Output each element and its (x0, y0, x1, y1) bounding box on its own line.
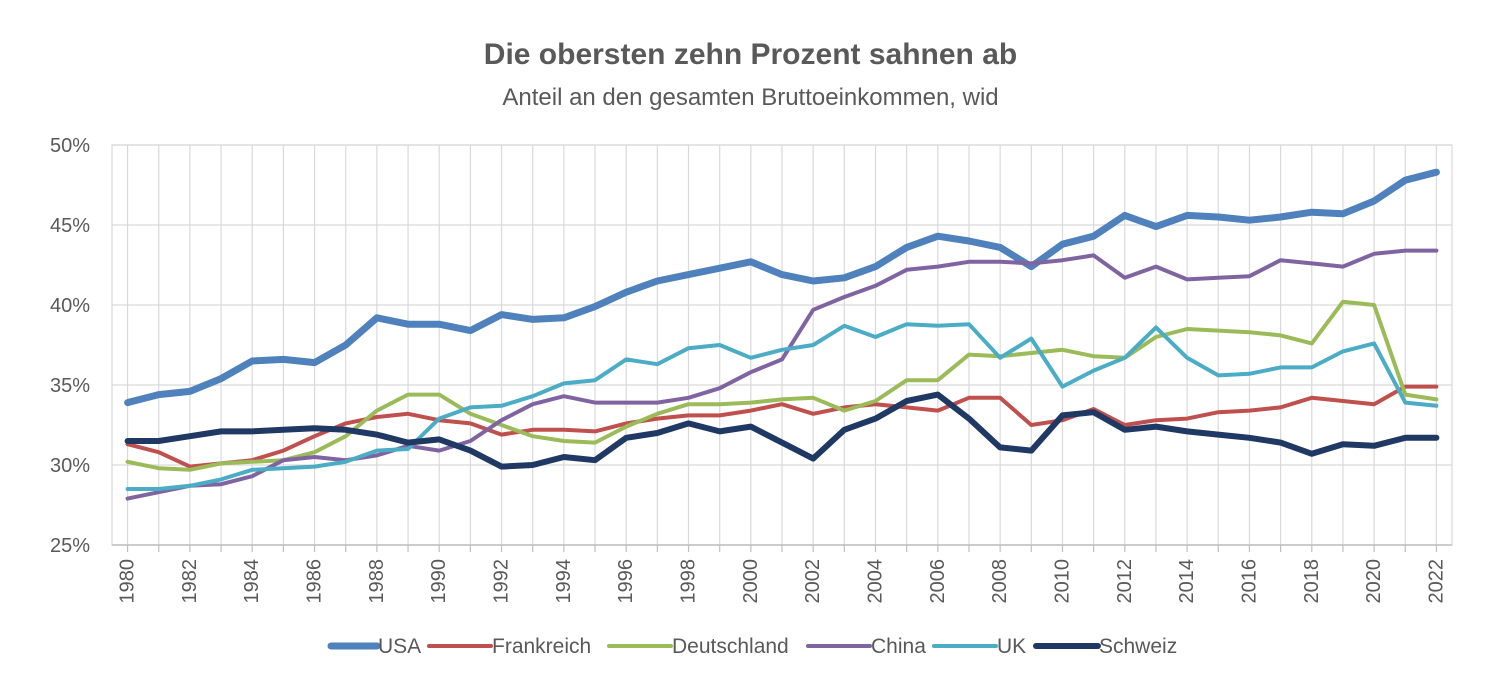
y-tick-label: 30% (50, 455, 90, 477)
y-tick-label: 50% (50, 135, 90, 157)
x-tick-label: 2006 (927, 559, 949, 604)
x-tick-label: 2014 (1176, 559, 1198, 604)
legend: USA Frankreich Deutschland China UK Schweiz (327, 635, 1177, 658)
legend-label-deutschland: Deutschland (672, 635, 789, 658)
x-tick-label: 1994 (553, 559, 575, 604)
x-tick-label: 1980 (117, 559, 139, 604)
chart-subtitle: Anteil an den gesamten Bruttoeinkommen, … (502, 84, 999, 111)
x-tick-label: 1996 (615, 559, 637, 604)
y-tick-label: 40% (50, 295, 90, 317)
legend-label-frankreich: Frankreich (492, 635, 591, 658)
y-tick-label: 45% (50, 215, 90, 237)
y-tick-label: 25% (50, 535, 90, 557)
x-tick-label: 2012 (1114, 559, 1136, 604)
series-layer (124, 168, 1440, 501)
x-tick-label: 2008 (989, 559, 1011, 604)
legend-label-usa: USA (378, 635, 421, 658)
legend-label-china: China (871, 635, 926, 658)
series-line-frankreich (125, 384, 1439, 469)
x-tick-label: 1984 (241, 559, 263, 604)
series-line-deutschland (125, 299, 1439, 472)
x-tick-label: 1998 (678, 559, 700, 604)
x-tick-label: 2020 (1363, 559, 1385, 604)
x-tick-label: 1992 (491, 559, 513, 604)
x-tick-label: 2004 (864, 559, 886, 604)
x-tick-label: 2002 (802, 559, 824, 604)
legend-label-schweiz: Schweiz (1099, 635, 1177, 658)
x-tick-label: 2022 (1425, 559, 1447, 604)
series-line-uk (125, 322, 1439, 491)
x-tick-label: 2010 (1051, 559, 1073, 604)
x-tick-label: 2016 (1238, 559, 1260, 604)
grid-layer (111, 144, 1453, 546)
series-line-usa (124, 168, 1440, 407)
x-tick-label: 2018 (1301, 559, 1323, 604)
y-tick-label: 35% (50, 375, 90, 397)
series-line-schweiz (124, 391, 1440, 470)
chart-title: Die obersten zehn Prozent sahnen ab (483, 38, 1018, 71)
x-tick-label: 1990 (428, 559, 450, 604)
x-tick-label: 2000 (740, 559, 762, 604)
legend-label-uk: UK (997, 635, 1026, 658)
axis-layer: 25% 30% 35% 40% 45% 50% 1980 1982 1984 1986 1988 19… (50, 135, 1452, 604)
x-tick-label: 1986 (304, 559, 326, 604)
x-tick-label: 1988 (366, 559, 388, 604)
x-tick-label: 1982 (179, 559, 201, 604)
